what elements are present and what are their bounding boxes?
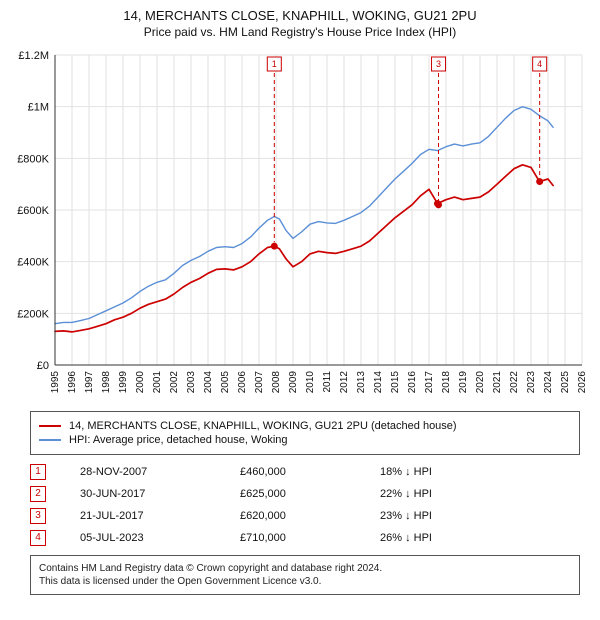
table-row: 3 21-JUL-2017£620,00023% ↓ HPI (30, 505, 500, 527)
svg-text:2001: 2001 (152, 371, 163, 394)
svg-text:2012: 2012 (339, 371, 350, 394)
title-address: 14, MERCHANTS CLOSE, KNAPHILL, WOKING, G… (0, 8, 600, 23)
svg-text:1996: 1996 (67, 371, 78, 394)
table-row: 2 30-JUN-2017£625,00022% ↓ HPI (30, 483, 500, 505)
svg-text:£400K: £400K (17, 257, 49, 269)
svg-text:2010: 2010 (305, 371, 316, 394)
svg-text:4: 4 (537, 59, 542, 69)
svg-text:£200K: £200K (17, 308, 49, 320)
event-index-box: 3 (30, 508, 46, 524)
svg-text:2004: 2004 (203, 371, 214, 394)
event-hpi-diff: 23% ↓ HPI (380, 505, 500, 527)
title-subtitle: Price paid vs. HM Land Registry's House … (0, 25, 600, 39)
chart: £0 £200K £400K £600K £800K £1M £1.2M 1995 1996 19… (0, 45, 600, 405)
svg-text:3: 3 (436, 59, 441, 69)
svg-text:1995: 1995 (50, 371, 61, 394)
svg-text:2024: 2024 (543, 371, 554, 394)
event-date: 30-JUN-2017 (80, 483, 240, 505)
footer-line2: This data is licensed under the Open Gov… (39, 575, 571, 588)
svg-text:2019: 2019 (458, 371, 469, 394)
svg-text:2005: 2005 (220, 371, 231, 394)
legend-label: 14, MERCHANTS CLOSE, KNAPHILL, WOKING, G… (69, 420, 457, 432)
event-index-box: 1 (30, 464, 46, 480)
svg-text:1999: 1999 (118, 371, 129, 394)
event-hpi-diff: 26% ↓ HPI (380, 527, 500, 549)
event-hpi-diff: 22% ↓ HPI (380, 483, 500, 505)
event-date: 28-NOV-2007 (80, 461, 240, 483)
legend-label: HPI: Average price, detached house, Woki… (69, 434, 288, 446)
legend-item: 14, MERCHANTS CLOSE, KNAPHILL, WOKING, G… (39, 420, 571, 432)
svg-text:2025: 2025 (560, 371, 571, 394)
svg-text:£0: £0 (37, 360, 49, 372)
event-date: 05-JUL-2023 (80, 527, 240, 549)
table-row: 1 28-NOV-2007£460,00018% ↓ HPI (30, 461, 500, 483)
svg-text:2014: 2014 (373, 371, 384, 394)
svg-text:1997: 1997 (84, 371, 95, 394)
svg-text:2006: 2006 (237, 371, 248, 394)
event-price: £625,000 (240, 483, 380, 505)
svg-text:£600K: £600K (17, 205, 49, 217)
event-price: £460,000 (240, 461, 380, 483)
footer: Contains HM Land Registry data © Crown c… (30, 555, 580, 595)
legend-item: HPI: Average price, detached house, Woki… (39, 434, 571, 446)
svg-text:2007: 2007 (254, 371, 265, 394)
svg-text:2015: 2015 (390, 371, 401, 394)
legend: 14, MERCHANTS CLOSE, KNAPHILL, WOKING, G… (30, 411, 580, 455)
svg-text:2013: 2013 (356, 371, 367, 394)
svg-text:2018: 2018 (441, 371, 452, 394)
svg-text:2000: 2000 (135, 371, 146, 394)
svg-text:£1M: £1M (28, 102, 49, 114)
svg-text:2016: 2016 (407, 371, 418, 394)
svg-text:2023: 2023 (526, 371, 537, 394)
events-table: 1 28-NOV-2007£460,00018% ↓ HPI 2 30-JUN-201… (30, 461, 580, 549)
svg-text:2011: 2011 (322, 371, 333, 393)
svg-text:1998: 1998 (101, 371, 112, 394)
event-price: £710,000 (240, 527, 380, 549)
legend-swatch-price-paid (39, 425, 61, 427)
svg-text:1: 1 (272, 59, 277, 69)
svg-text:2008: 2008 (271, 371, 282, 394)
svg-text:2022: 2022 (509, 371, 520, 394)
svg-text:2003: 2003 (186, 371, 197, 394)
event-date: 21-JUL-2017 (80, 505, 240, 527)
chart-container: { "title": { "line1": "14, MERCHANTS CLO… (0, 0, 600, 595)
footer-line1: Contains HM Land Registry data © Crown c… (39, 562, 571, 575)
svg-text:2020: 2020 (475, 371, 486, 394)
svg-text:2002: 2002 (169, 371, 180, 394)
svg-text:£1.2M: £1.2M (18, 50, 49, 62)
legend-swatch-hpi (39, 439, 61, 441)
svg-text:2026: 2026 (577, 371, 588, 394)
event-index-box: 4 (30, 530, 46, 546)
table-row: 4 05-JUL-2023£710,00026% ↓ HPI (30, 527, 500, 549)
event-hpi-diff: 18% ↓ HPI (380, 461, 500, 483)
svg-text:2017: 2017 (424, 371, 435, 394)
svg-text:2009: 2009 (288, 371, 299, 394)
event-price: £620,000 (240, 505, 380, 527)
svg-text:2021: 2021 (492, 371, 503, 394)
title-block: 14, MERCHANTS CLOSE, KNAPHILL, WOKING, G… (0, 0, 600, 39)
event-index-box: 2 (30, 486, 46, 502)
svg-text:£800K: £800K (17, 153, 49, 165)
